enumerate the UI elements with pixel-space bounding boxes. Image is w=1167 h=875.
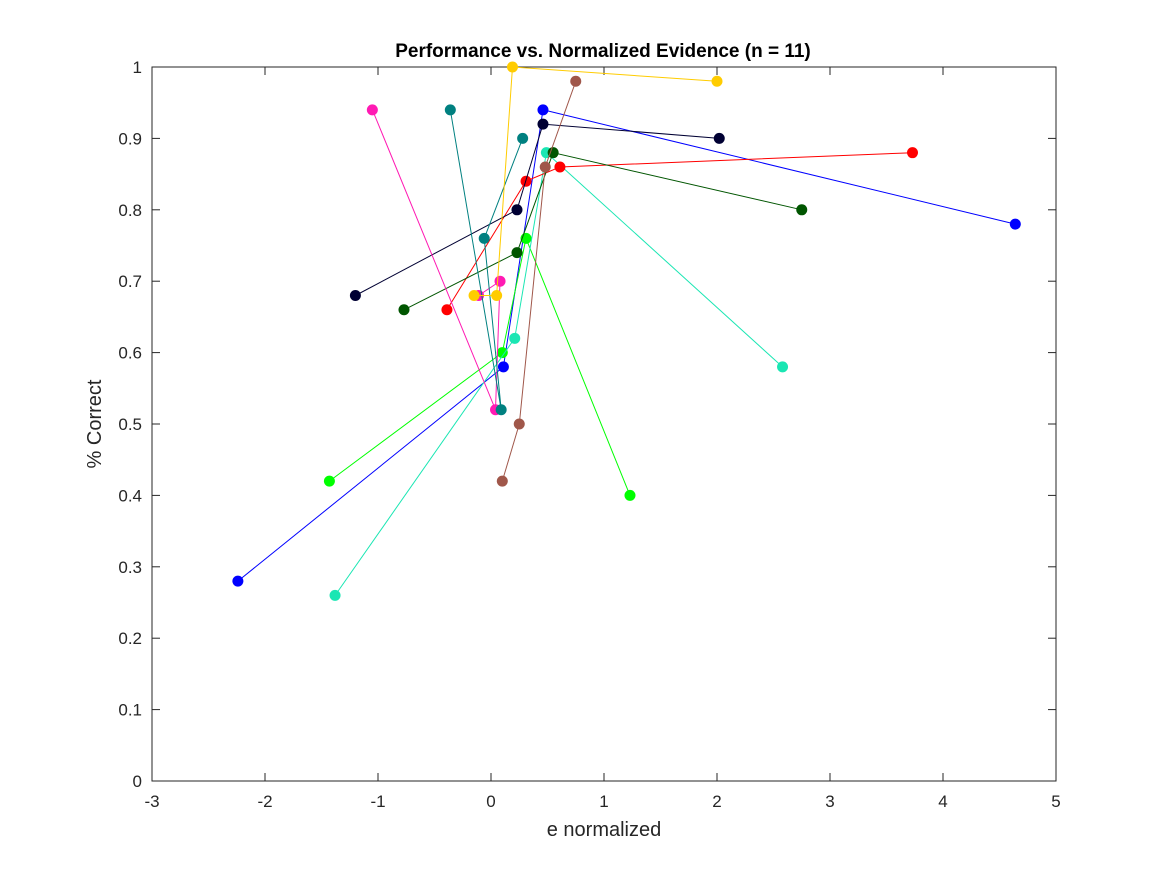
data-point bbox=[478, 232, 490, 244]
series-4 bbox=[441, 147, 918, 316]
data-point bbox=[711, 75, 723, 87]
y-axis-label: % Correct bbox=[84, 379, 106, 468]
x-axis-label: e normalized bbox=[547, 819, 662, 841]
y-tick-label: 0.5 bbox=[118, 415, 142, 434]
data-point bbox=[494, 275, 506, 287]
data-point bbox=[468, 289, 480, 301]
series-5 bbox=[349, 118, 725, 301]
y-tick-label: 0.4 bbox=[118, 486, 142, 505]
data-point bbox=[796, 204, 808, 216]
data-point bbox=[539, 161, 551, 173]
y-tick-label: 1 bbox=[133, 58, 142, 77]
data-point bbox=[509, 332, 521, 344]
series-10 bbox=[496, 75, 582, 487]
data-point bbox=[777, 361, 789, 373]
data-point bbox=[511, 204, 523, 216]
chart-title: Performance vs. Normalized Evidence (n =… bbox=[395, 41, 811, 62]
x-tick-label: 2 bbox=[712, 792, 721, 811]
series-8 bbox=[444, 104, 529, 416]
data-point bbox=[323, 475, 335, 487]
data-point bbox=[511, 247, 523, 259]
y-tick-label: 0.2 bbox=[118, 629, 142, 648]
y-tick-label: 0.1 bbox=[118, 701, 142, 720]
y-tick-label: 0.7 bbox=[118, 272, 142, 291]
series-3 bbox=[329, 147, 789, 601]
data-point bbox=[232, 575, 244, 587]
series-line bbox=[334, 151, 783, 596]
series-6 bbox=[398, 147, 808, 316]
x-tick-label: 4 bbox=[938, 792, 947, 811]
y-tick-label: 0 bbox=[133, 772, 142, 791]
y-tick-label: 0.6 bbox=[118, 344, 142, 363]
series-line bbox=[446, 152, 913, 311]
data-point bbox=[547, 147, 559, 159]
data-point bbox=[497, 361, 509, 373]
x-tick-label: -3 bbox=[144, 792, 159, 811]
x-tick-label: -1 bbox=[370, 792, 385, 811]
series-line bbox=[449, 109, 524, 410]
x-tick-label: 5 bbox=[1051, 792, 1060, 811]
x-tick-label: -2 bbox=[257, 792, 272, 811]
plot-area: -3 -2 -1 0 1 2 3 4 5 0 0.1 0.2 0.3 0.4 0.5 0.6 0.7 0.8 0.… bbox=[118, 58, 1060, 811]
data-point bbox=[329, 589, 341, 601]
series-9 bbox=[468, 61, 723, 301]
y-tick-label: 0.3 bbox=[118, 558, 142, 577]
series-line bbox=[501, 81, 577, 482]
data-point bbox=[444, 104, 456, 116]
series-line bbox=[474, 66, 718, 296]
x-axis: -3 -2 -1 0 1 2 3 4 5 bbox=[144, 67, 1061, 811]
y-axis: 0 0.1 0.2 0.3 0.4 0.5 0.6 0.7 0.8 0.9 1 bbox=[118, 58, 1056, 791]
series-line bbox=[329, 236, 631, 496]
data-point bbox=[537, 118, 549, 130]
y-tick-label: 0.9 bbox=[118, 129, 142, 148]
x-tick-label: 0 bbox=[486, 792, 495, 811]
data-point bbox=[496, 347, 508, 359]
data-point bbox=[570, 75, 582, 87]
data-point bbox=[554, 161, 566, 173]
data-point bbox=[349, 289, 361, 301]
data-point bbox=[491, 289, 503, 301]
data-point bbox=[537, 104, 549, 116]
series-line bbox=[403, 152, 802, 311]
x-tick-label: 1 bbox=[599, 792, 608, 811]
data-point bbox=[906, 147, 918, 159]
axes-box bbox=[151, 66, 1057, 782]
data-point bbox=[496, 475, 508, 487]
series-group bbox=[232, 61, 1021, 601]
data-point bbox=[1009, 218, 1021, 230]
data-point bbox=[366, 104, 378, 116]
series-line bbox=[355, 123, 720, 296]
y-tick-label: 0.8 bbox=[118, 201, 142, 220]
data-point bbox=[624, 489, 636, 501]
data-point bbox=[441, 304, 453, 316]
data-point bbox=[398, 304, 410, 316]
data-point bbox=[506, 61, 518, 73]
data-point bbox=[495, 404, 507, 416]
data-point bbox=[517, 132, 529, 144]
data-point bbox=[713, 132, 725, 144]
x-tick-label: 3 bbox=[825, 792, 834, 811]
data-point bbox=[513, 418, 525, 430]
